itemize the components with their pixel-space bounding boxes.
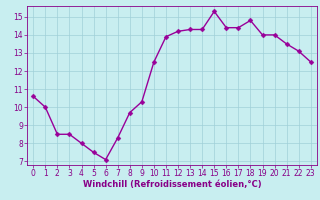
- X-axis label: Windchill (Refroidissement éolien,°C): Windchill (Refroidissement éolien,°C): [83, 180, 261, 189]
